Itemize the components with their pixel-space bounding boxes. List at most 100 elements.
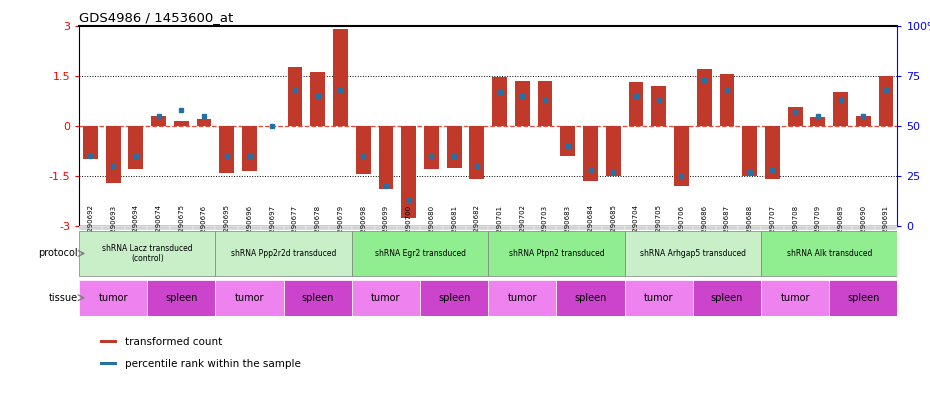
Bar bbox=[538, 81, 552, 126]
Text: tumor: tumor bbox=[780, 293, 810, 303]
FancyBboxPatch shape bbox=[625, 226, 647, 230]
FancyBboxPatch shape bbox=[830, 226, 852, 230]
Text: GSM1290689: GSM1290689 bbox=[838, 204, 844, 252]
Text: GSM1290704: GSM1290704 bbox=[633, 204, 639, 252]
Text: shRNA Lacz transduced
(control): shRNA Lacz transduced (control) bbox=[102, 244, 193, 263]
Text: GSM1290684: GSM1290684 bbox=[588, 204, 593, 252]
FancyBboxPatch shape bbox=[715, 226, 738, 230]
Bar bbox=[356, 126, 370, 174]
FancyBboxPatch shape bbox=[125, 226, 147, 230]
Text: shRNA Ppp2r2d transduced: shRNA Ppp2r2d transduced bbox=[231, 249, 337, 258]
FancyBboxPatch shape bbox=[216, 280, 284, 316]
Text: GSM1290691: GSM1290691 bbox=[884, 204, 889, 252]
FancyBboxPatch shape bbox=[329, 226, 352, 230]
FancyBboxPatch shape bbox=[420, 280, 488, 316]
Text: tissue: tissue bbox=[48, 293, 78, 303]
Bar bbox=[879, 75, 894, 126]
FancyBboxPatch shape bbox=[761, 231, 897, 276]
Text: GSM1290686: GSM1290686 bbox=[701, 204, 707, 252]
Bar bbox=[174, 121, 189, 126]
Bar bbox=[720, 74, 735, 126]
Bar bbox=[311, 72, 325, 126]
Text: GSM1290685: GSM1290685 bbox=[610, 204, 617, 252]
FancyBboxPatch shape bbox=[693, 226, 715, 230]
Text: GSM1290692: GSM1290692 bbox=[87, 204, 93, 252]
Text: GSM1290683: GSM1290683 bbox=[565, 204, 571, 252]
FancyBboxPatch shape bbox=[625, 280, 693, 316]
Text: spleen: spleen bbox=[301, 293, 334, 303]
Text: tumor: tumor bbox=[644, 293, 673, 303]
Bar bbox=[100, 362, 116, 365]
Text: GSM1290705: GSM1290705 bbox=[656, 204, 662, 252]
FancyBboxPatch shape bbox=[511, 226, 534, 230]
Bar bbox=[742, 126, 757, 176]
FancyBboxPatch shape bbox=[738, 226, 761, 230]
FancyBboxPatch shape bbox=[79, 231, 216, 276]
FancyBboxPatch shape bbox=[784, 226, 806, 230]
Text: GSM1290709: GSM1290709 bbox=[815, 204, 821, 252]
Text: GSM1290707: GSM1290707 bbox=[769, 204, 776, 252]
Text: GSM1290690: GSM1290690 bbox=[860, 204, 867, 252]
FancyBboxPatch shape bbox=[852, 226, 875, 230]
Text: spleen: spleen bbox=[166, 293, 197, 303]
Bar bbox=[287, 67, 302, 126]
Bar bbox=[515, 81, 530, 126]
Text: GDS4986 / 1453600_at: GDS4986 / 1453600_at bbox=[79, 11, 233, 24]
Bar bbox=[788, 107, 803, 126]
Bar bbox=[833, 92, 848, 126]
Text: GSM1290681: GSM1290681 bbox=[451, 204, 458, 252]
FancyBboxPatch shape bbox=[352, 231, 488, 276]
Bar bbox=[128, 126, 143, 169]
Text: GSM1290708: GSM1290708 bbox=[792, 204, 798, 252]
Text: GSM1290678: GSM1290678 bbox=[314, 204, 321, 252]
Text: GSM1290675: GSM1290675 bbox=[179, 204, 184, 252]
Text: GSM1290677: GSM1290677 bbox=[292, 204, 298, 252]
FancyBboxPatch shape bbox=[193, 226, 216, 230]
FancyBboxPatch shape bbox=[534, 226, 556, 230]
Bar bbox=[100, 340, 116, 343]
Text: GSM1290702: GSM1290702 bbox=[519, 204, 525, 252]
FancyBboxPatch shape bbox=[261, 226, 284, 230]
FancyBboxPatch shape bbox=[147, 226, 170, 230]
Text: GSM1290700: GSM1290700 bbox=[405, 204, 412, 252]
FancyBboxPatch shape bbox=[488, 226, 511, 230]
Bar bbox=[651, 86, 666, 126]
Bar bbox=[424, 126, 439, 169]
Text: GSM1290674: GSM1290674 bbox=[155, 204, 162, 252]
Bar bbox=[152, 116, 166, 126]
Bar bbox=[629, 82, 644, 126]
FancyBboxPatch shape bbox=[284, 226, 306, 230]
Text: spleen: spleen bbox=[847, 293, 880, 303]
Bar bbox=[219, 126, 234, 173]
Bar bbox=[697, 69, 711, 126]
FancyBboxPatch shape bbox=[79, 280, 147, 316]
FancyBboxPatch shape bbox=[625, 231, 761, 276]
Text: GSM1290682: GSM1290682 bbox=[474, 204, 480, 252]
Text: percentile rank within the sample: percentile rank within the sample bbox=[125, 358, 300, 369]
FancyBboxPatch shape bbox=[397, 226, 420, 230]
Text: GSM1290696: GSM1290696 bbox=[246, 204, 253, 252]
Bar bbox=[605, 126, 620, 176]
Text: GSM1290698: GSM1290698 bbox=[360, 204, 366, 252]
Text: tumor: tumor bbox=[234, 293, 264, 303]
FancyBboxPatch shape bbox=[306, 226, 329, 230]
Bar bbox=[674, 126, 689, 186]
Text: GSM1290687: GSM1290687 bbox=[724, 204, 730, 252]
Bar bbox=[106, 126, 121, 182]
FancyBboxPatch shape bbox=[488, 280, 556, 316]
Text: GSM1290695: GSM1290695 bbox=[224, 204, 230, 252]
Text: tumor: tumor bbox=[99, 293, 128, 303]
Text: tumor: tumor bbox=[508, 293, 538, 303]
Bar bbox=[401, 126, 416, 218]
Text: GSM1290699: GSM1290699 bbox=[383, 204, 389, 252]
Text: GSM1290688: GSM1290688 bbox=[747, 204, 752, 252]
Text: GSM1290697: GSM1290697 bbox=[270, 204, 275, 252]
FancyBboxPatch shape bbox=[693, 280, 761, 316]
FancyBboxPatch shape bbox=[375, 226, 397, 230]
FancyBboxPatch shape bbox=[761, 226, 784, 230]
Text: GSM1290701: GSM1290701 bbox=[497, 204, 502, 252]
FancyBboxPatch shape bbox=[602, 226, 625, 230]
Bar bbox=[333, 29, 348, 126]
Bar bbox=[83, 126, 98, 159]
FancyBboxPatch shape bbox=[875, 226, 897, 230]
